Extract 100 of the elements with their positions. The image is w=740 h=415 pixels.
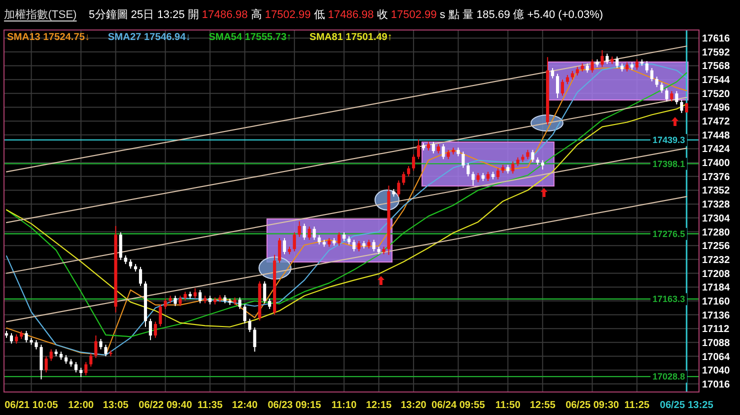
y-tick-label: 17256	[702, 241, 730, 252]
candlestick	[34, 340, 38, 350]
candlestick	[680, 99, 684, 114]
y-tick-label: 17472	[702, 116, 730, 128]
candlestick	[263, 280, 266, 304]
candlestick	[84, 362, 88, 376]
x-tick-label: 11:35	[198, 400, 223, 411]
candlestick	[526, 149, 530, 160]
candlestick	[541, 160, 544, 170]
candlestick	[486, 171, 490, 182]
candlestick	[645, 60, 648, 74]
candlestick	[372, 239, 376, 252]
candlestick	[198, 289, 202, 304]
candlestick	[407, 166, 410, 177]
candlestick	[352, 239, 356, 252]
candlestick	[154, 321, 157, 338]
candlestick	[476, 172, 480, 183]
y-tick-label: 17016	[702, 379, 730, 390]
candlestick	[79, 367, 82, 378]
x-tick-label: 06/22 09:40	[138, 400, 192, 411]
candlestick	[551, 68, 554, 79]
candlestick	[436, 144, 440, 154]
candlestick	[446, 149, 450, 160]
text: SMA81 17501.49↑	[310, 32, 392, 43]
y-tick-label: 17280	[702, 227, 730, 238]
candlestick	[531, 149, 534, 163]
chart-title: 加權指數(TSE)	[4, 8, 77, 21]
candlestick	[655, 76, 658, 88]
y-tick-label: 17232	[702, 254, 730, 266]
candlestick	[104, 344, 108, 357]
x-tick-label: 06/25 13:25	[660, 400, 714, 411]
y-tick-label: 17544	[702, 75, 730, 86]
candlestick	[164, 298, 167, 310]
x-tick-label: 13:20	[400, 400, 427, 411]
candlestick	[268, 298, 272, 310]
candlestick	[650, 68, 654, 82]
candlestick	[566, 74, 569, 85]
candlestick	[397, 180, 400, 198]
x-tick-label: 06/21 10:05	[4, 400, 58, 411]
candlestick	[24, 330, 28, 343]
candlestick	[625, 62, 629, 72]
candlestick	[194, 288, 197, 300]
y-tick-label: 17424	[702, 144, 730, 156]
candlestick	[10, 332, 13, 344]
y-tick-label: 17112	[702, 324, 730, 336]
candlestick	[590, 58, 594, 74]
candlestick	[338, 232, 341, 246]
y-tick-label: 17328	[702, 200, 730, 211]
candlestick	[44, 356, 48, 373]
y-tick-label: 17616	[702, 34, 730, 45]
text: 5分鐘圖 25日 13:25 開 17486.98 高 17502.99 低 17486.98 收 17502.99 s 點 量 185.69 億 +5.40 (+0.03%)	[88, 9, 604, 21]
candlestick	[253, 326, 256, 352]
candlestick	[496, 168, 500, 180]
candlestick	[74, 362, 78, 373]
y-tick-label: 17376	[702, 172, 730, 183]
x-tick-label: 12:15	[366, 400, 392, 411]
y-tick-label: 17400	[702, 158, 730, 170]
candlestick	[99, 338, 102, 350]
candlestick	[292, 232, 296, 252]
candlestick	[138, 266, 142, 286]
x-tick-label: 06/25 09:30	[566, 400, 620, 411]
ref-line-label: 17439.3	[652, 135, 685, 146]
candlestick	[40, 344, 43, 380]
text: SMA54 17555.73↑	[208, 32, 292, 43]
candlestick	[302, 223, 306, 240]
candlestick	[412, 154, 416, 172]
ref-line-label: 17163.3	[652, 294, 685, 304]
x-tick-label: 11:10	[332, 400, 357, 411]
y-tick-label: 17088	[702, 338, 730, 349]
candlestick	[511, 160, 514, 174]
candlestick	[89, 352, 92, 368]
candlestick	[442, 144, 445, 160]
candlestick	[308, 226, 311, 240]
x-tick-label: 12:40	[232, 400, 258, 411]
candlestick	[472, 171, 475, 186]
y-tick-label: 17568	[702, 61, 730, 72]
candlestick	[14, 334, 18, 344]
candlestick	[466, 162, 470, 177]
x-tick-label: 12:00	[68, 400, 94, 411]
y-tick-label: 17064	[702, 352, 730, 363]
x-tick-label: 12:55	[530, 400, 556, 411]
candlestick	[148, 318, 152, 341]
y-tick-label: 17184	[702, 282, 730, 294]
candlestick	[606, 53, 609, 65]
candlestick	[556, 73, 560, 99]
candlestick	[660, 82, 664, 94]
y-tick-label: 17352	[702, 186, 730, 197]
candlestick	[243, 304, 246, 324]
text: SMA27 17546.94↓	[108, 32, 191, 43]
candlestick	[675, 90, 678, 105]
candlestick	[282, 238, 286, 255]
candlestick	[129, 258, 132, 270]
y-tick-label: 17040	[702, 366, 730, 377]
candlestick	[357, 240, 360, 252]
candlestick	[318, 234, 321, 245]
candlestick	[665, 88, 668, 102]
candlestick	[174, 295, 177, 307]
ref-line-label: 17398.1	[652, 158, 685, 169]
candlestick	[416, 139, 420, 160]
candlestick	[238, 296, 242, 310]
